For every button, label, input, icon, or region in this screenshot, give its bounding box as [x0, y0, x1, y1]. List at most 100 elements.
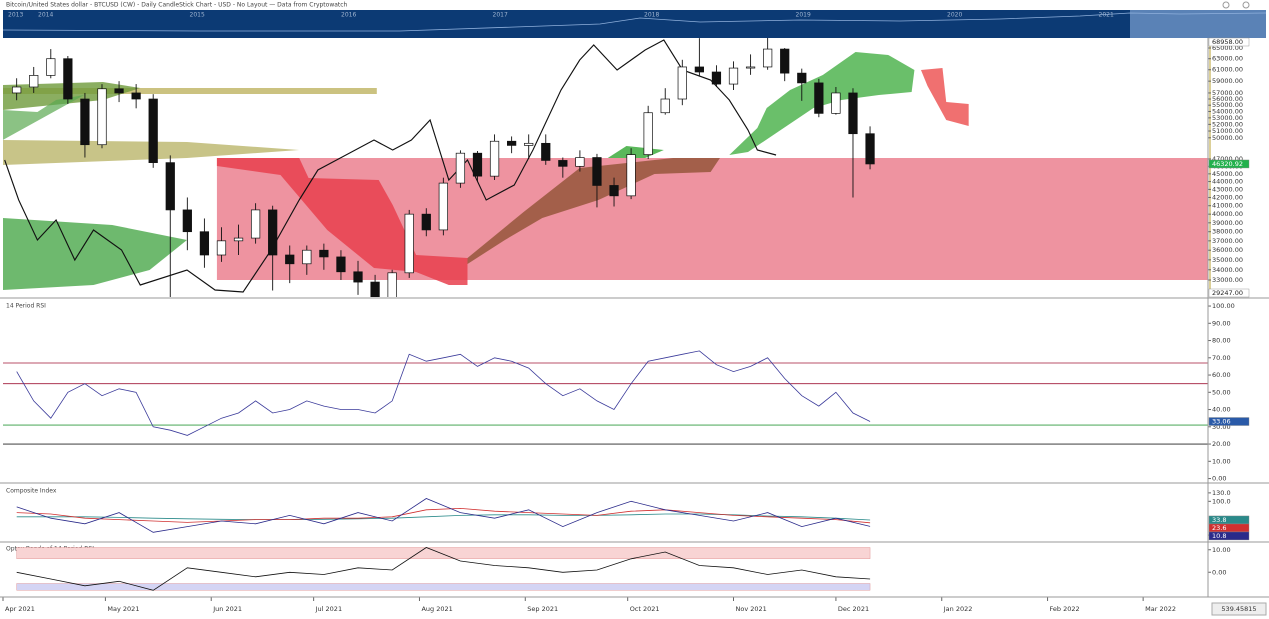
rsi-line: [16, 350, 871, 436]
candle-body: [455, 152, 466, 184]
candle-body: [404, 213, 414, 274]
composite-line: [16, 498, 871, 533]
y-tick-label: 54000.00: [1212, 107, 1243, 115]
value-tag-label: 33.06: [1212, 418, 1231, 426]
y-tick-label: 43000.00: [1212, 185, 1243, 193]
y-tick-label: 0.00: [1212, 568, 1226, 576]
candle-body: [728, 67, 739, 85]
navigator-selection: [1130, 10, 1266, 38]
optex-band: [16, 583, 871, 591]
ichimoku-cloud: [920, 68, 969, 126]
navigator-year: 2017: [493, 12, 508, 19]
candle-body: [29, 75, 39, 88]
y-tick-label: 57000.00: [1212, 89, 1243, 97]
y-tick-label: 37000.00: [1212, 237, 1243, 245]
candle-body: [643, 112, 653, 155]
value-tag-label: 46320.92: [1212, 160, 1243, 168]
x-tick-label: Jun 2021: [212, 605, 242, 613]
y-tick-label: 35000.00: [1212, 256, 1243, 264]
volume-profile: [3, 95, 85, 140]
candle-body: [80, 98, 90, 146]
candle-body: [592, 157, 602, 186]
candle-body: [797, 72, 807, 84]
navigator-year: 2016: [341, 12, 356, 19]
y-tick-label: 10.00: [1212, 546, 1231, 554]
candle-body: [609, 185, 619, 197]
candle-body: [387, 272, 397, 297]
candle-body: [541, 142, 551, 161]
navigator-year: 2015: [190, 12, 205, 19]
y-tick-label: 20.00: [1212, 440, 1231, 448]
y-tick-label: 36000.00: [1212, 246, 1243, 254]
candle-body: [507, 140, 517, 146]
y-tick-label: 44000.00: [1212, 178, 1243, 186]
volume-profile: [3, 88, 377, 94]
y-tick-label: 90.00: [1212, 319, 1231, 327]
candle-body: [489, 140, 500, 177]
candle-body: [694, 66, 704, 73]
x-tick-label: Jan 2022: [943, 605, 973, 613]
candle-body: [319, 249, 329, 258]
candle-body: [131, 92, 141, 100]
candle-body: [353, 271, 363, 283]
y-tick-label: 61000.00: [1212, 66, 1243, 74]
candle-body: [233, 237, 244, 242]
y-tick-label: 10.00: [1212, 457, 1231, 465]
candle-body: [660, 98, 670, 114]
candle-body: [250, 209, 261, 239]
candle-body: [763, 48, 773, 68]
y-tick-label: 63000.00: [1212, 55, 1243, 63]
candle-body: [199, 231, 210, 256]
corner-box: [1211, 602, 1267, 616]
candle-body: [114, 88, 124, 94]
chart-title: Bitcoin/United States dollar - BTCUSD (C…: [6, 2, 348, 9]
candle-body: [438, 182, 448, 231]
value-tag: [1208, 159, 1250, 169]
composite-line: [16, 507, 871, 524]
x-tick-label: Mar 2022: [1145, 605, 1176, 613]
lagging-span: [4, 39, 777, 293]
value-tag: [1208, 417, 1250, 426]
y-tick-label: 56000.00: [1212, 95, 1243, 103]
x-tick-label: May 2021: [107, 605, 139, 613]
toolbar-icon[interactable]: [1242, 1, 1250, 9]
candle-body: [182, 209, 192, 233]
y-tick-label: 50.00: [1212, 388, 1231, 396]
x-tick-label: Jul 2021: [315, 605, 342, 613]
y-tick-label: 38000.00: [1212, 228, 1243, 236]
candle-body: [848, 92, 858, 135]
panel-title: 14 Period RSI: [6, 303, 46, 310]
y-tick-label: 40.00: [1212, 406, 1231, 414]
candle-body: [421, 213, 431, 231]
candle-body: [63, 58, 73, 100]
candle-body: [626, 154, 636, 197]
candle-body: [165, 162, 175, 211]
y-tick-label: 100.0: [1212, 497, 1231, 505]
x-tick-label: Nov 2021: [736, 605, 767, 613]
y-tick-label: 80.00: [1212, 337, 1231, 345]
optex-line: [16, 547, 871, 591]
y-tick-label: 47000.00: [1212, 155, 1243, 163]
candle-body: [336, 256, 346, 273]
y-tick-label: 41000.00: [1212, 202, 1243, 210]
candle-body: [46, 58, 56, 76]
candle-body: [831, 92, 841, 114]
toolbar-icon[interactable]: [1222, 1, 1230, 9]
y-tick-label: 55000.00: [1212, 101, 1243, 109]
y-tick-label: 130.0: [1212, 489, 1231, 497]
y-tick-label: 34000.00: [1212, 266, 1243, 274]
value-tag-label: 10.8: [1212, 532, 1226, 540]
x-tick-label: Sep 2021: [527, 605, 558, 613]
candle-body: [285, 254, 295, 265]
value-tag-label: 23.6: [1212, 524, 1226, 532]
optex-band: [16, 547, 871, 559]
candle-body: [865, 133, 875, 165]
candle-body: [97, 88, 107, 146]
navigator-year: 2020: [947, 12, 962, 19]
value-tag-label: 33.8: [1212, 516, 1226, 524]
panel-title: Composite Index: [6, 488, 57, 495]
candle-body: [780, 48, 790, 74]
candle-body: [814, 82, 824, 114]
